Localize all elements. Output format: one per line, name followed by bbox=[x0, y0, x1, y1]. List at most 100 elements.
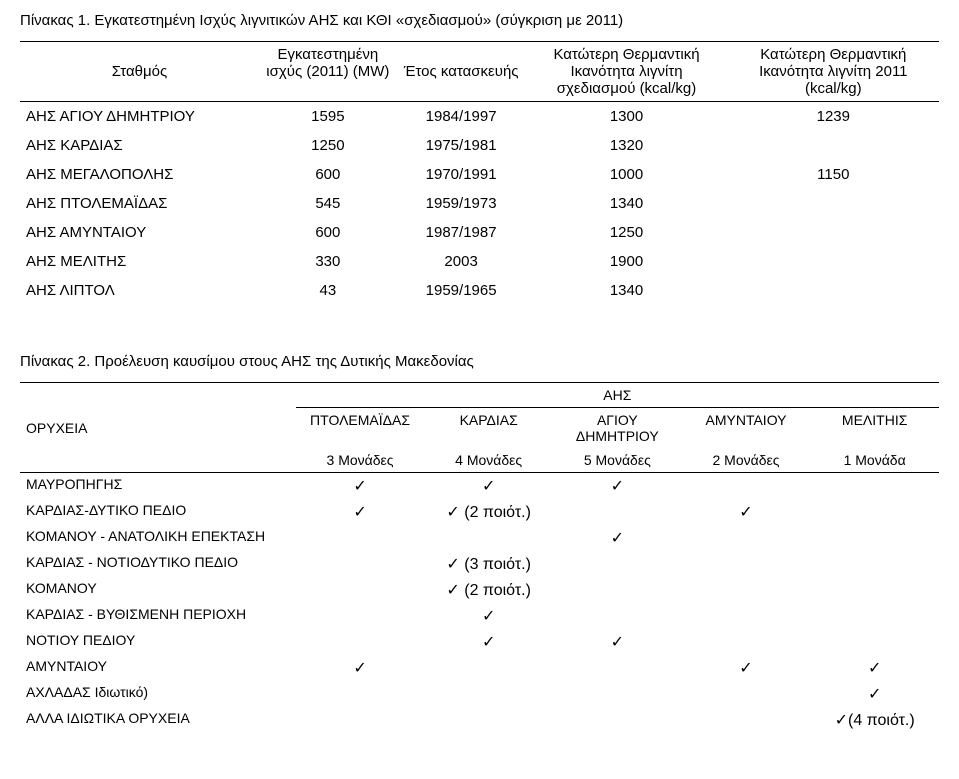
t2-col-units: 1 Μονάδα bbox=[810, 448, 939, 473]
t2-col-name: ΑΜΥΝΤΑΙΟΥ bbox=[682, 408, 811, 449]
t2-col-name: ΚΑΡΔΙΑΣ bbox=[424, 408, 553, 449]
t2-cell bbox=[682, 629, 811, 655]
t1-cell: 600 bbox=[259, 218, 397, 247]
t2-cell bbox=[424, 707, 553, 733]
t2-rowlabel-header: ΟΡΥΧΕΙΑ bbox=[20, 383, 296, 473]
t1-cell: 43 bbox=[259, 276, 397, 305]
t2-cell: ✓ bbox=[296, 499, 425, 525]
t2-cell bbox=[810, 629, 939, 655]
t2-cell bbox=[682, 603, 811, 629]
t1-cell: 1987/1987 bbox=[397, 218, 526, 247]
t1-cell bbox=[728, 189, 939, 218]
t2-cell bbox=[553, 499, 682, 525]
t2-cell bbox=[296, 681, 425, 707]
t1-cell: 1970/1991 bbox=[397, 160, 526, 189]
t2-cell bbox=[424, 655, 553, 681]
t2-col-name: ΠΤΟΛΕΜΑΪΔΑΣ bbox=[296, 408, 425, 449]
t1-h3: Έτος κατασκευής bbox=[397, 42, 526, 102]
t2-row-label: ΚΟΜΑΝΟΥ bbox=[20, 577, 296, 603]
t2-row-label: ΑΧΛΑΔΑΣ Ιδιωτικό) bbox=[20, 681, 296, 707]
t1-cell: ΑΗΣ ΜΕΛΙΤΗΣ bbox=[20, 247, 259, 276]
t2-cell: ✓ bbox=[682, 655, 811, 681]
t1-cell: 1975/1981 bbox=[397, 131, 526, 160]
t2-cell bbox=[296, 707, 425, 733]
t2-cell bbox=[682, 551, 811, 577]
t2-col-units: 5 Μονάδες bbox=[553, 448, 682, 473]
t2-cell bbox=[682, 681, 811, 707]
t2-cell bbox=[296, 603, 425, 629]
t1-cell: 330 bbox=[259, 247, 397, 276]
t1-cell bbox=[728, 247, 939, 276]
t2-cell bbox=[296, 551, 425, 577]
t1-cell: 1239 bbox=[728, 102, 939, 132]
t2-cell: ✓ bbox=[296, 473, 425, 500]
t1-cell: ΑΗΣ ΜΕΓΑΛΟΠΟΛΗΣ bbox=[20, 160, 259, 189]
t2-cell bbox=[296, 629, 425, 655]
t1-cell bbox=[728, 131, 939, 160]
t2-cell: ✓ (2 ποιότ.) bbox=[424, 577, 553, 603]
t2-row-label: ΚΑΡΔΙΑΣ - ΝΟΤΙΟΔΥΤΙΚΟ ΠΕΔΙΟ bbox=[20, 551, 296, 577]
t1-cell: 2003 bbox=[397, 247, 526, 276]
t2-cell bbox=[553, 655, 682, 681]
t1-h1: Σταθμός bbox=[20, 42, 259, 102]
t2-cell bbox=[682, 473, 811, 500]
t2-cell bbox=[553, 603, 682, 629]
t1-cell: 1250 bbox=[525, 218, 727, 247]
t2-cell bbox=[810, 551, 939, 577]
t2-row-label: ΑΜΥΝΤΑΙΟΥ bbox=[20, 655, 296, 681]
t2-col-name: ΜΕΛΙΤΗΙΣ bbox=[810, 408, 939, 449]
t2-cell: ✓ bbox=[553, 473, 682, 500]
t1-cell: 600 bbox=[259, 160, 397, 189]
t1-cell: ΑΗΣ ΑΓΙΟΥ ΔΗΜΗΤΡΙΟΥ bbox=[20, 102, 259, 132]
t2-cell bbox=[553, 707, 682, 733]
t1-cell: 1900 bbox=[525, 247, 727, 276]
table1: Σταθμός Εγκατεστημένη ισχύς (2011) (MW) … bbox=[20, 41, 939, 305]
t2-col-units: 4 Μονάδες bbox=[424, 448, 553, 473]
t2-row-label: ΚΟΜΑΝΟΥ - ΑΝΑΤΟΛΙΚΗ ΕΠΕΚΤΑΣΗ bbox=[20, 525, 296, 551]
t2-row-label: ΜΑΥΡΟΠΗΓΗΣ bbox=[20, 473, 296, 500]
t2-cell bbox=[810, 603, 939, 629]
t1-cell: 1340 bbox=[525, 189, 727, 218]
t2-cell: ✓ (3 ποιότ.) bbox=[424, 551, 553, 577]
t2-cell bbox=[296, 577, 425, 603]
t2-cell bbox=[553, 551, 682, 577]
t2-cell: ✓ (2 ποιότ.) bbox=[424, 499, 553, 525]
t1-cell: 1595 bbox=[259, 102, 397, 132]
t1-h4: Κατώτερη Θερμαντική Ικανότητα λιγνίτη σχ… bbox=[525, 42, 727, 102]
t1-cell: 1150 bbox=[728, 160, 939, 189]
t1-cell: 545 bbox=[259, 189, 397, 218]
t1-cell: 1250 bbox=[259, 131, 397, 160]
t2-cell bbox=[296, 525, 425, 551]
t2-group-header: ΑΗΣ bbox=[296, 383, 939, 408]
t2-cell: ✓ bbox=[810, 655, 939, 681]
t2-cell: ✓ bbox=[553, 629, 682, 655]
t1-cell: 1000 bbox=[525, 160, 727, 189]
t2-cell bbox=[810, 499, 939, 525]
table1-title: Πίνακας 1. Εγκατεστημένη Ισχύς λιγνιτικώ… bbox=[20, 12, 939, 29]
t2-cell: ✓ bbox=[296, 655, 425, 681]
t1-h5: Κατώτερη Θερμαντική Ικανότητα λιγνίτη 20… bbox=[728, 42, 939, 102]
t1-cell: 1320 bbox=[525, 131, 727, 160]
t2-row-label: ΑΛΛΑ ΙΔΙΩΤΙΚΑ ΟΡΥΧΕΙΑ bbox=[20, 707, 296, 733]
t2-cell bbox=[810, 577, 939, 603]
table2-title: Πίνακας 2. Προέλευση καυσίμου στους ΑΗΣ … bbox=[20, 353, 939, 370]
t1-cell: 1340 bbox=[525, 276, 727, 305]
t1-cell: 1300 bbox=[525, 102, 727, 132]
t1-cell: ΑΗΣ ΚΑΡΔΙΑΣ bbox=[20, 131, 259, 160]
t1-cell: 1959/1973 bbox=[397, 189, 526, 218]
t1-cell: ΑΗΣ ΛΙΠΤΟΛ bbox=[20, 276, 259, 305]
t2-col-units: 3 Μονάδες bbox=[296, 448, 425, 473]
t2-cell: ✓ bbox=[810, 681, 939, 707]
t1-cell bbox=[728, 218, 939, 247]
t2-cell bbox=[553, 577, 682, 603]
t1-cell: ΑΗΣ ΑΜΥΝΤΑΙΟΥ bbox=[20, 218, 259, 247]
t2-cell: ✓ bbox=[424, 473, 553, 500]
t2-cell: ✓ bbox=[553, 525, 682, 551]
t2-cell bbox=[553, 681, 682, 707]
t2-row-label: ΝΟΤΙΟΥ ΠΕΔΙΟΥ bbox=[20, 629, 296, 655]
t2-cell: ✓ bbox=[424, 603, 553, 629]
t2-cell bbox=[424, 681, 553, 707]
t1-cell: ΑΗΣ ΠΤΟΛΕΜΑΪΔΑΣ bbox=[20, 189, 259, 218]
t1-cell: 1959/1965 bbox=[397, 276, 526, 305]
t2-cell bbox=[810, 525, 939, 551]
